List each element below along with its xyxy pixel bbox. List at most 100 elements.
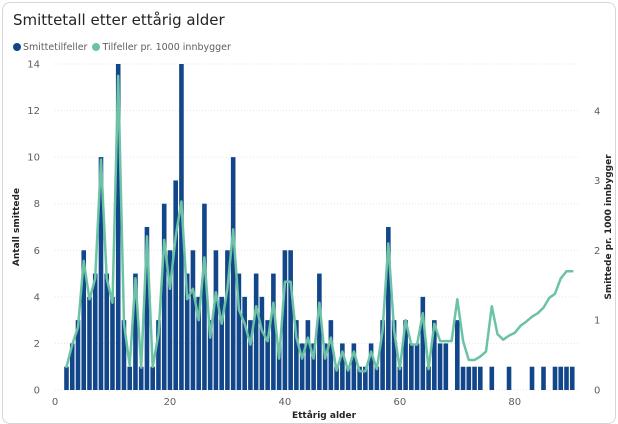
bar <box>144 227 150 390</box>
bar <box>190 250 196 390</box>
y-tick-label: 2 <box>34 339 40 350</box>
bar <box>311 343 316 390</box>
bar <box>121 320 127 390</box>
bar <box>460 366 466 390</box>
bar <box>110 296 115 390</box>
bar <box>328 320 334 390</box>
bar <box>138 366 144 390</box>
bar <box>443 343 449 390</box>
bar <box>529 366 535 390</box>
bar <box>357 366 362 390</box>
bar <box>81 250 87 390</box>
bar <box>115 64 121 390</box>
y-tick-label: 14 <box>27 60 40 71</box>
x-axis-label: Ettårig alder <box>292 410 357 421</box>
bar <box>541 366 546 390</box>
x-tick-label: 20 <box>164 397 177 408</box>
bar <box>104 273 110 390</box>
bar <box>363 366 368 390</box>
bar <box>397 366 403 390</box>
bar <box>432 320 437 390</box>
chart-title: Smittetall etter ettårig alder <box>13 11 225 29</box>
y-tick-label: 8 <box>34 199 40 210</box>
y2-axis-label: Smittede pr. 1000 innbygger <box>604 154 614 300</box>
bar <box>230 157 236 390</box>
bar <box>202 203 207 390</box>
legend-item-cases[interactable]: Smittetilfeller <box>13 42 87 53</box>
bar <box>179 64 184 390</box>
bar <box>380 320 385 390</box>
y-tick-label: 0 <box>34 386 40 397</box>
bar <box>161 203 167 390</box>
bar <box>294 320 299 390</box>
x-tick-label: 40 <box>279 397 292 408</box>
y-tick-label: 6 <box>34 246 40 257</box>
bar <box>317 273 322 390</box>
bar <box>420 296 426 390</box>
bar <box>98 157 104 390</box>
legend-item-rate[interactable]: Tilfeller pr. 1000 innbygger <box>92 41 231 53</box>
bar <box>219 296 224 390</box>
y-axis-label: Antall smittede <box>12 188 22 266</box>
bar <box>69 343 75 390</box>
bar <box>276 343 282 390</box>
bar <box>167 250 173 390</box>
bar <box>248 320 253 390</box>
x-tick-label: 80 <box>508 397 521 408</box>
bar <box>64 366 69 390</box>
series-line-rate <box>65 74 574 373</box>
y-tick-label: 10 <box>27 153 40 164</box>
bar <box>477 366 483 390</box>
bar <box>569 366 575 390</box>
bar <box>75 320 81 390</box>
bar <box>225 250 230 390</box>
legend-marker-cases <box>13 43 21 51</box>
y-tick-label: 12 <box>27 106 40 117</box>
bar <box>351 343 357 390</box>
bar <box>87 296 92 390</box>
bar <box>271 273 276 390</box>
bar <box>92 273 98 390</box>
bar <box>242 296 247 390</box>
bar <box>184 273 190 390</box>
bar <box>564 366 569 390</box>
y2-tick-label: 0 <box>594 386 600 397</box>
bar <box>265 320 270 390</box>
bar <box>558 366 564 390</box>
bar <box>386 227 391 390</box>
legend-marker-rate <box>92 43 101 51</box>
bar <box>150 366 156 390</box>
legend: Smittetilfeller Tilfeller pr. 1000 innby… <box>13 40 236 54</box>
bar <box>340 343 345 390</box>
bar <box>374 366 380 390</box>
bar <box>196 296 201 390</box>
legend-label-cases: Smittetilfeller <box>23 41 88 53</box>
legend-label-rate: Tilfeller pr. 1000 innbygger <box>102 41 231 53</box>
bar <box>455 320 460 390</box>
x-tick-label: 60 <box>393 397 406 408</box>
bar <box>489 366 495 390</box>
bar <box>403 320 408 390</box>
bar <box>299 343 305 390</box>
bar <box>282 250 288 390</box>
bar <box>259 296 265 390</box>
y-tick-label: 4 <box>34 292 40 303</box>
bar <box>127 366 133 390</box>
bar <box>506 366 512 390</box>
bar <box>334 366 339 390</box>
bar <box>213 250 219 390</box>
bar <box>207 320 213 390</box>
bar <box>368 343 374 390</box>
bar <box>322 343 328 390</box>
y2-tick-label: 4 <box>594 106 600 117</box>
bar <box>288 250 293 390</box>
bar <box>437 343 443 390</box>
y2-tick-label: 3 <box>594 176 600 187</box>
bar <box>409 343 414 390</box>
bar <box>253 273 259 390</box>
line-series-rate <box>65 74 574 373</box>
bar <box>173 180 178 390</box>
bar <box>345 366 351 390</box>
